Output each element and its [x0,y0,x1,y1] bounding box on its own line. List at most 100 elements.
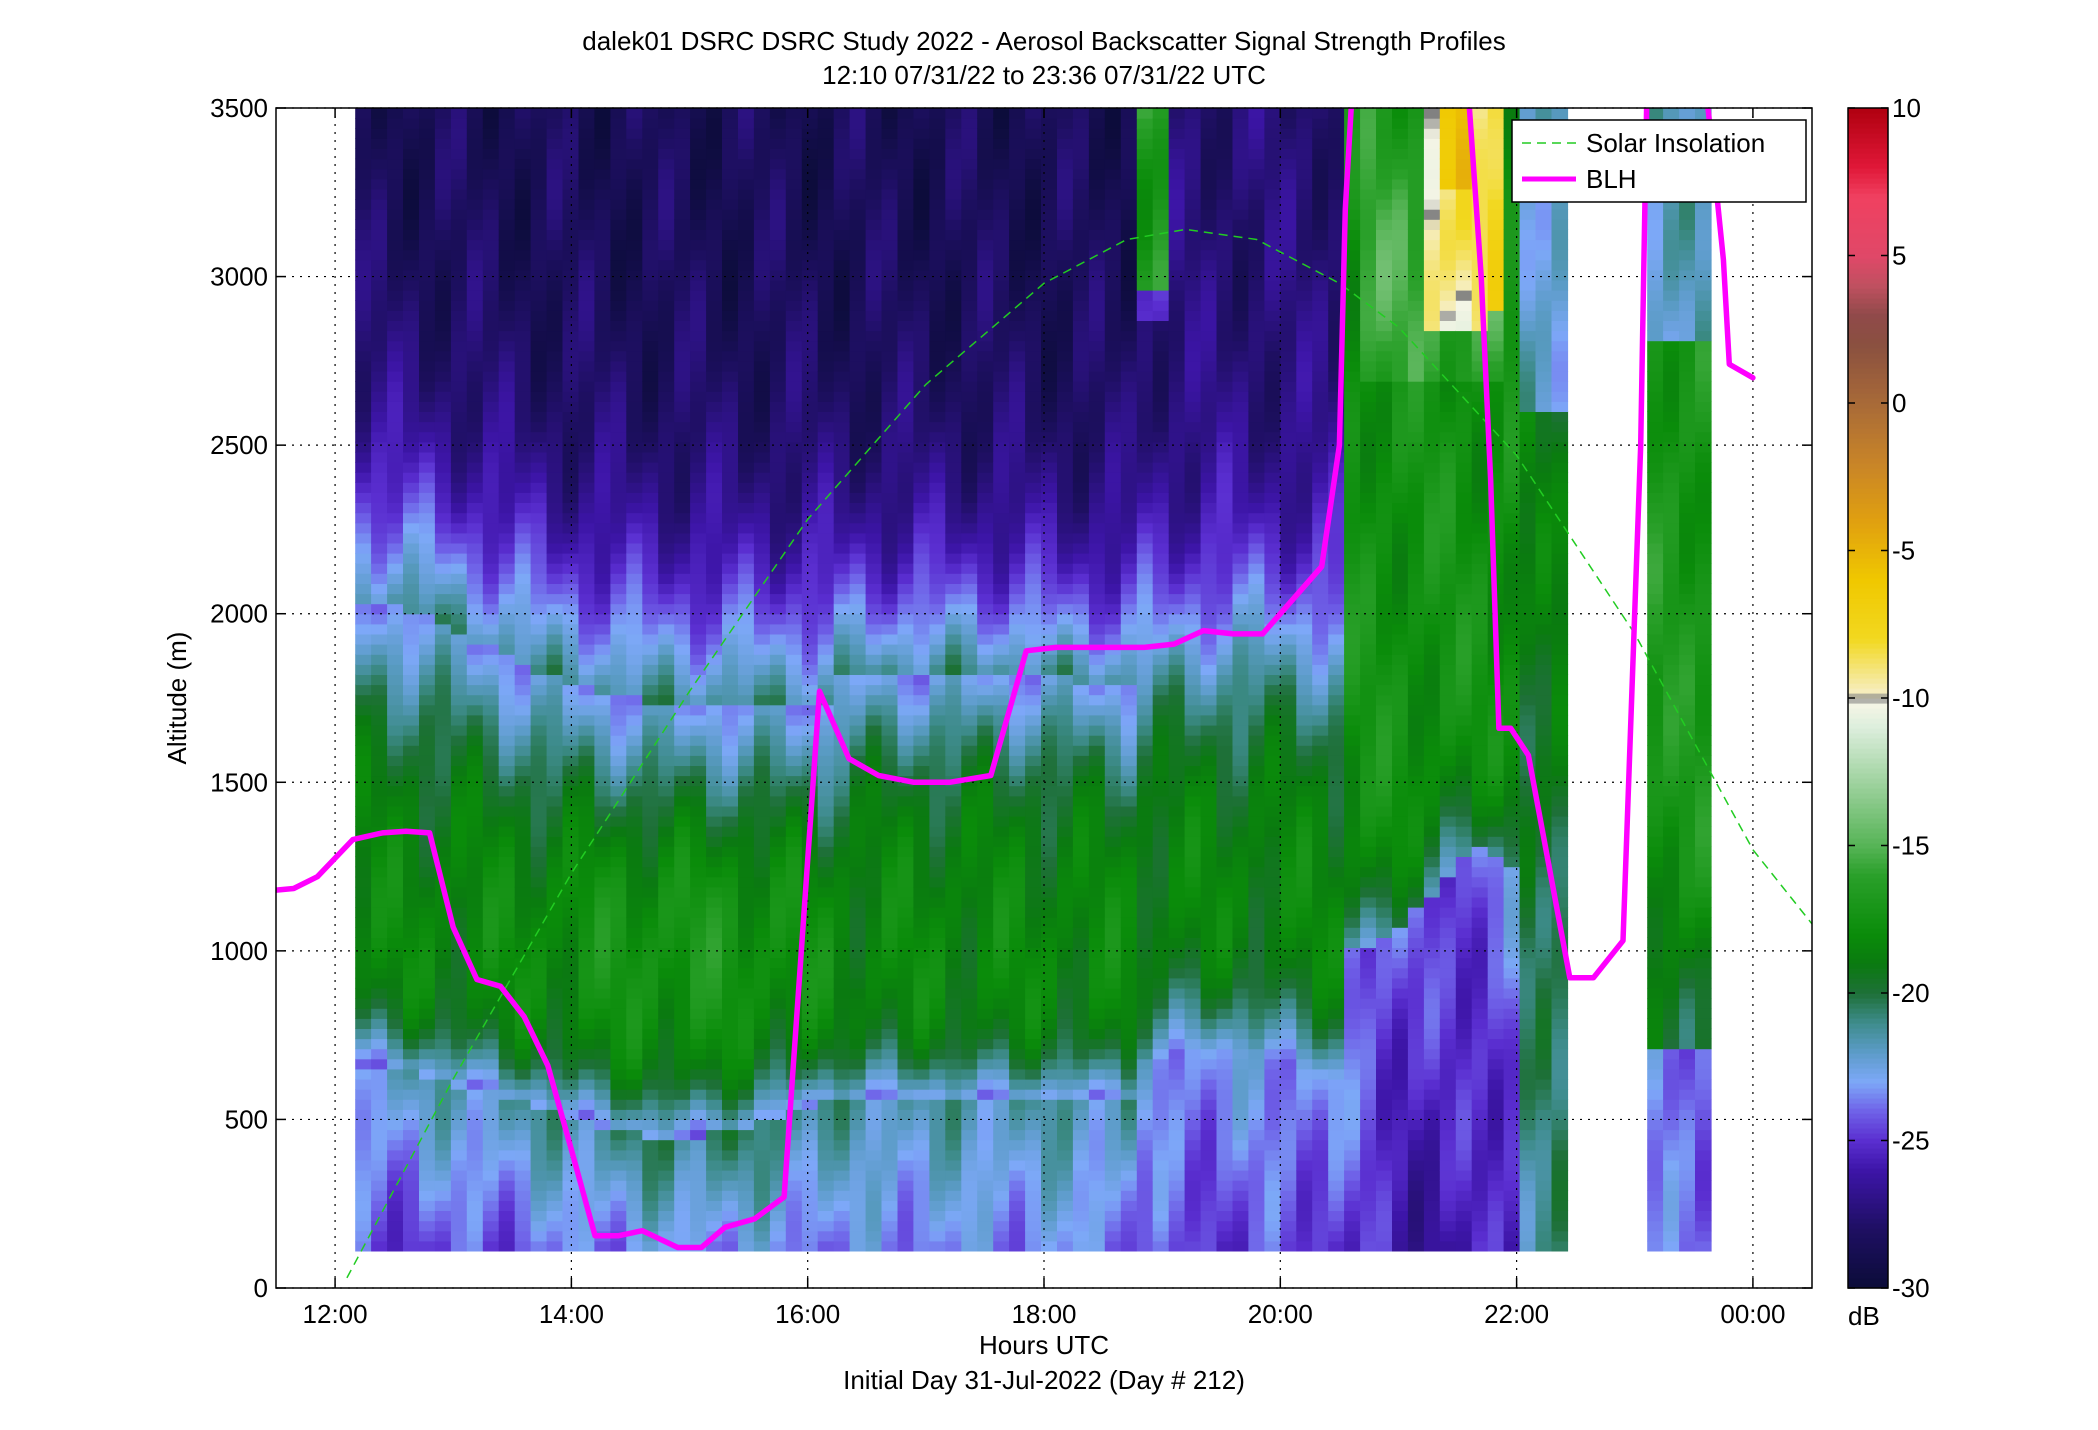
heatmap-cell [514,1190,532,1201]
heatmap-cell [626,816,643,827]
heatmap-cell [371,502,388,514]
heatmap-cell [961,1139,978,1151]
heatmap-cell [977,1200,994,1211]
heatmap-cell [977,300,994,311]
heatmap-cell [881,644,899,655]
heatmap-cell [594,1058,611,1070]
heatmap-cell [753,300,771,311]
heatmap-cell [753,654,771,665]
heatmap-cell [833,178,851,190]
heatmap-cell [1009,1058,1026,1070]
heatmap-cell [434,573,452,584]
heatmap-cell [387,725,404,736]
heatmap-cell [865,259,883,271]
heatmap-cell [849,927,867,938]
heatmap-cell [785,714,803,726]
heatmap-cell [530,1220,548,1232]
heatmap-cell [387,239,404,251]
heatmap-cell [387,775,404,787]
heatmap-cell [753,522,771,534]
heatmap-cell [833,381,851,392]
heatmap-cell [562,593,580,605]
heatmap-cell [626,259,643,271]
heatmap-cell [450,1190,468,1201]
heatmap-cell [706,199,723,210]
heatmap-cell [849,259,867,271]
heatmap-cell [945,927,962,938]
heatmap-cell [355,1119,372,1131]
heatmap-cell [626,249,643,261]
heatmap-cell [514,360,532,372]
heatmap-cell [387,816,404,827]
heatmap-cell [977,411,994,423]
heatmap-cell [993,1230,1010,1242]
heatmap-cell [865,532,883,544]
heatmap-cell [945,967,962,979]
heatmap-cell [387,482,404,493]
heatmap-cell [1041,896,1058,908]
heatmap-cell [419,704,436,716]
heatmap-cell [817,725,835,736]
heatmap-cell [817,209,835,220]
heatmap-cell [498,876,516,888]
heatmap-cell [355,138,372,149]
heatmap-cell [801,553,819,564]
heatmap-cell [514,502,532,514]
heatmap-cell [498,775,516,787]
heatmap-cell [753,735,771,746]
heatmap-cell [865,684,883,696]
heatmap-cell [482,664,500,675]
heatmap-cell [498,148,516,160]
heatmap-cell [1009,573,1026,584]
heatmap-cell [450,482,468,493]
heatmap-cell [642,138,659,149]
heatmap-cell [769,876,787,888]
heatmap-cell [897,826,915,837]
heatmap-cell [450,300,468,311]
heatmap-cell [785,462,803,473]
heatmap-cell [913,138,930,149]
heatmap-cell [1041,360,1058,372]
heatmap-cell [466,674,484,686]
heatmap-cell [562,158,580,170]
heatmap-cell [594,654,611,665]
heatmap-cell [785,1149,803,1161]
heatmap-cell [355,563,372,574]
heatmap-cell [881,633,899,645]
heatmap-cell [929,401,946,412]
heatmap-cell [849,654,867,665]
heatmap-cell [578,441,596,453]
heatmap-cell [722,472,739,483]
heatmap-cell [801,1190,819,1201]
heatmap-cell [450,725,468,736]
heatmap-cell [658,1200,675,1211]
heatmap-cell [849,381,867,392]
heatmap-cell [690,613,707,625]
heatmap-cell [1057,1068,1074,1080]
heatmap-cell [690,360,707,372]
heatmap-cell [419,674,436,686]
heatmap-cell [658,1220,675,1232]
heatmap-cell [482,1038,500,1050]
heatmap-cell [769,522,787,534]
heatmap-cell [610,603,627,615]
heatmap-cell [849,482,867,493]
heatmap-cell [530,846,548,857]
heatmap-cell [578,1230,596,1242]
heatmap-cell [753,1068,771,1080]
heatmap-cell [498,279,516,291]
heatmap-cell [562,168,580,180]
heatmap-cell [833,694,851,706]
heatmap-cell [562,502,580,514]
heatmap-cell [817,907,835,918]
heatmap-cell [642,1119,659,1131]
heatmap-cell [355,300,372,311]
heatmap-cell [674,947,691,959]
heatmap-cell [769,259,787,271]
heatmap-cell [913,441,930,453]
heatmap-cell [865,391,883,402]
heatmap-cell [961,805,978,817]
heatmap-cell [913,593,930,605]
heatmap-cell [849,1159,867,1171]
heatmap-cell [690,563,707,574]
